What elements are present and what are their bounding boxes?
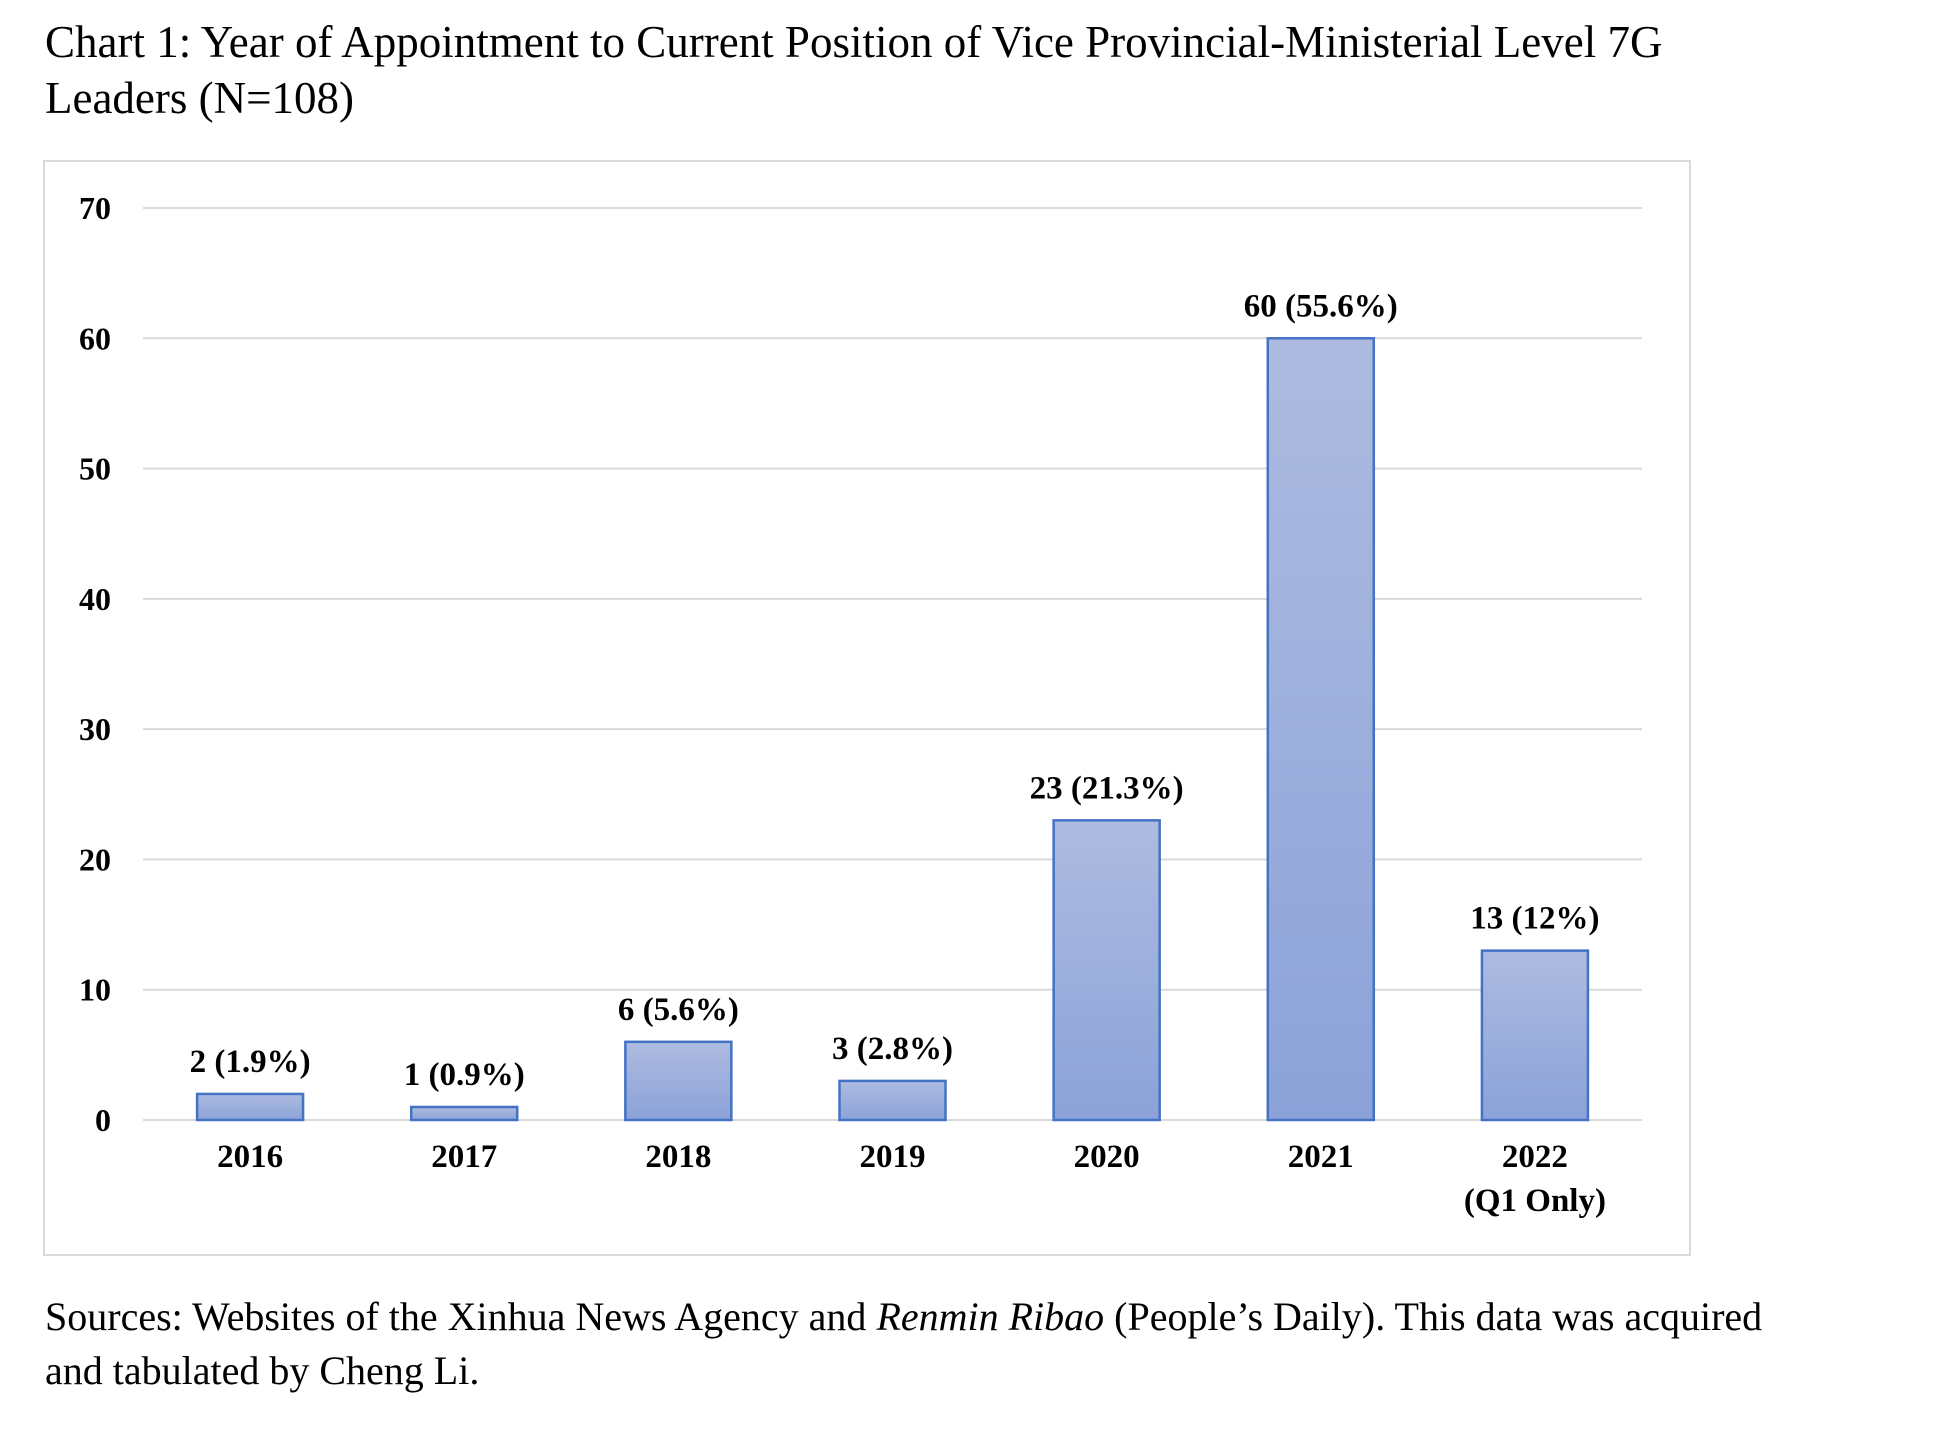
bar xyxy=(409,1105,519,1122)
y-tick-label: 60 xyxy=(79,320,111,356)
chart-caption-line2: Leaders (N=108) xyxy=(45,73,355,123)
chart-caption-line1: Chart 1: Year of Appointment to Current … xyxy=(45,17,1663,67)
data-label: 6 (5.6%) xyxy=(618,992,739,1028)
x-tick-label: 2017 xyxy=(431,1139,497,1175)
data-label: 3 (2.8%) xyxy=(832,1031,953,1067)
y-tick-label: 30 xyxy=(79,711,111,747)
x-tick-label: 2022 xyxy=(1502,1139,1568,1175)
x-tick-label: 2020 xyxy=(1074,1139,1140,1175)
source-prefix: Sources: Websites of the Xinhua News Age… xyxy=(45,1294,877,1339)
data-label: 2 (1.9%) xyxy=(190,1044,311,1080)
x-tick-label: (Q1 Only) xyxy=(1464,1183,1606,1219)
bar xyxy=(1052,819,1161,1122)
chart-caption: Chart 1: Year of Appointment to Current … xyxy=(45,14,1805,126)
data-label: 60 (55.6%) xyxy=(1244,288,1398,324)
y-tick-label: 50 xyxy=(79,451,111,487)
source-note: Sources: Websites of the Xinhua News Age… xyxy=(45,1290,1905,1398)
bar xyxy=(195,1092,305,1122)
y-tick-label: 70 xyxy=(79,190,111,226)
data-label: 13 (12%) xyxy=(1470,901,1599,937)
y-tick-label: 20 xyxy=(79,841,111,877)
data-label: 23 (21.3%) xyxy=(1030,770,1184,806)
source-line2: and tabulated by Cheng Li. xyxy=(45,1348,480,1393)
data-label: 1 (0.9%) xyxy=(404,1057,525,1093)
bar xyxy=(624,1040,733,1122)
bar-chart: 0 10 20 30 40 50 60 70 2 (1.9%) 2016 1 (0.9%) 2017 6… xyxy=(79,190,1642,1219)
y-tick-label: 10 xyxy=(79,972,111,1008)
bar xyxy=(1266,337,1376,1122)
x-tick-label: 2021 xyxy=(1288,1139,1354,1175)
x-tick-label: 2019 xyxy=(860,1139,926,1175)
y-tick-label: 40 xyxy=(79,581,111,617)
y-tick-label: 0 xyxy=(95,1102,111,1138)
chart-area: 0 10 20 30 40 50 60 70 2 (1.9%) 2016 1 (0.9%) 2017 6… xyxy=(43,160,1691,1256)
x-tick-label: 2018 xyxy=(645,1139,711,1175)
source-suffix: (People’s Daily). This data was acquired xyxy=(1104,1294,1763,1339)
bar xyxy=(838,1079,947,1122)
x-tick-label: 2016 xyxy=(217,1139,283,1175)
source-italic-title: Renmin Ribao xyxy=(876,1294,1105,1339)
bar xyxy=(1480,949,1590,1122)
